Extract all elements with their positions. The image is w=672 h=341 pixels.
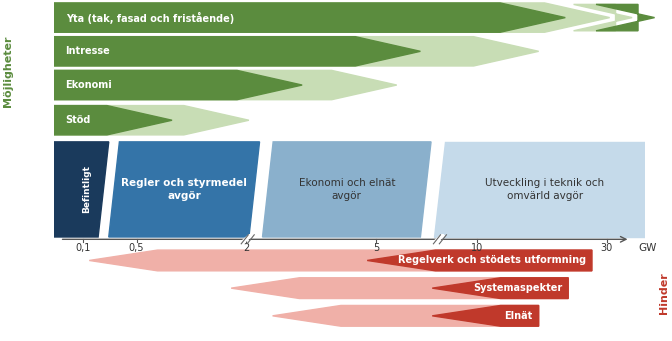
Polygon shape [231,278,569,298]
Text: 2: 2 [243,243,249,253]
Polygon shape [54,106,172,135]
Text: Möjligheter: Möjligheter [3,36,13,107]
Text: Hinder: Hinder [659,272,669,314]
Polygon shape [596,4,655,31]
Polygon shape [54,70,396,100]
Polygon shape [263,142,431,237]
Text: 10: 10 [470,243,482,253]
Text: Yta (tak, fasad och fristående): Yta (tak, fasad och fristående) [66,12,234,24]
Text: Befintligt: Befintligt [82,165,91,213]
Text: Intresse: Intresse [66,46,110,56]
Polygon shape [574,4,632,31]
Polygon shape [432,278,569,298]
Text: Utveckling i teknik och
omvärld avgör: Utveckling i teknik och omvärld avgör [485,178,604,201]
Polygon shape [367,250,592,271]
Polygon shape [54,3,565,32]
Text: Regler och styrmedel
avgör: Regler och styrmedel avgör [121,178,247,201]
Text: 30: 30 [601,243,613,253]
Text: Ekonomi: Ekonomi [66,80,112,90]
Polygon shape [54,70,302,100]
Polygon shape [54,3,610,32]
Text: Elnät: Elnät [505,311,533,321]
Polygon shape [273,306,539,326]
Text: GW: GW [638,243,657,253]
Text: Regelverk och stödets utformning: Regelverk och stödets utformning [398,255,586,265]
Polygon shape [54,106,249,135]
Text: Systemaspekter: Systemaspekter [473,283,562,293]
Polygon shape [434,142,645,237]
Text: 5: 5 [373,243,379,253]
Polygon shape [109,142,259,237]
Polygon shape [54,142,109,237]
Text: Stöd: Stöd [66,115,91,125]
Polygon shape [432,306,539,326]
Polygon shape [89,250,592,271]
Polygon shape [54,37,539,66]
Text: 0,5: 0,5 [129,243,144,253]
Text: 0,1: 0,1 [76,243,91,253]
Text: Ekonomi och elnät
avgör: Ekonomi och elnät avgör [298,178,395,201]
Polygon shape [54,37,421,66]
